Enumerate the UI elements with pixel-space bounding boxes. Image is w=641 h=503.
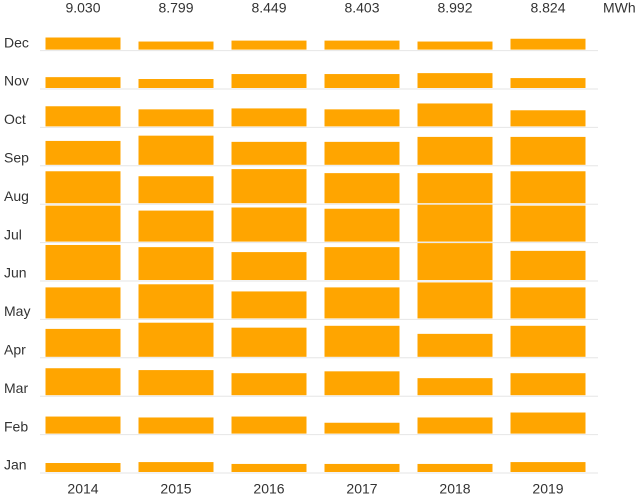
- month-label: Jun: [4, 265, 27, 281]
- bar: [324, 325, 400, 357]
- bar: [231, 207, 307, 242]
- total-label: 8.992: [437, 0, 472, 16]
- month-label: Mar: [4, 380, 28, 396]
- bar: [417, 136, 493, 165]
- bar: [417, 73, 493, 88]
- month-label: Aug: [4, 188, 29, 204]
- month-label: Apr: [4, 342, 26, 358]
- bar: [231, 252, 307, 280]
- bar: [45, 463, 121, 472]
- total-label: 8.403: [344, 0, 379, 16]
- bar: [417, 282, 493, 319]
- bar: [138, 370, 214, 396]
- year-label: 2017: [346, 481, 377, 497]
- bar: [231, 327, 307, 357]
- bar: [45, 140, 121, 165]
- bar: [417, 243, 493, 280]
- month-label: Jan: [4, 457, 27, 473]
- bar: [45, 244, 121, 280]
- month-label: Oct: [4, 111, 26, 127]
- bar: [138, 210, 214, 242]
- bar: [138, 176, 214, 204]
- bar: [510, 171, 586, 204]
- bar: [231, 291, 307, 319]
- bar: [417, 463, 493, 472]
- bar: [138, 247, 214, 280]
- bar: [138, 462, 214, 472]
- year-label: 2018: [439, 481, 470, 497]
- month-label: Jul: [4, 226, 22, 242]
- bar: [510, 412, 586, 434]
- bar: [138, 135, 214, 165]
- bar: [231, 141, 307, 165]
- year-label: 2019: [532, 481, 563, 497]
- bar: [510, 110, 586, 127]
- total-label: 8.799: [158, 0, 193, 16]
- bar: [231, 373, 307, 396]
- bar: [510, 287, 586, 319]
- bar: [45, 368, 121, 396]
- month-label: Sep: [4, 150, 29, 166]
- bar: [510, 136, 586, 165]
- bar: [231, 40, 307, 50]
- bar: [324, 173, 400, 204]
- bar: [324, 371, 400, 396]
- month-label: May: [4, 303, 30, 319]
- bar: [45, 171, 121, 204]
- bar: [231, 463, 307, 472]
- bar: [417, 378, 493, 396]
- bar: [324, 40, 400, 50]
- total-label: 9.030: [65, 0, 100, 16]
- month-label: Dec: [4, 34, 29, 50]
- bar: [231, 169, 307, 204]
- bar: [324, 109, 400, 127]
- bar: [510, 462, 586, 472]
- bar: [510, 250, 586, 280]
- bar: [45, 328, 121, 357]
- bar: [510, 205, 586, 242]
- bar: [324, 208, 400, 242]
- total-label: 8.449: [251, 0, 286, 16]
- bar: [138, 109, 214, 127]
- bar: [138, 322, 214, 357]
- bar: [324, 247, 400, 280]
- bar: [45, 287, 121, 319]
- year-label: 2015: [160, 481, 191, 497]
- bar: [231, 108, 307, 127]
- bar: [231, 74, 307, 88]
- bar: [417, 41, 493, 50]
- bar: [417, 173, 493, 204]
- unit-label: MWh: [603, 0, 636, 16]
- bar: [45, 77, 121, 88]
- year-label: 2014: [67, 481, 98, 497]
- bar: [510, 373, 586, 396]
- bar: [417, 103, 493, 127]
- bar: [324, 463, 400, 472]
- bar: [45, 205, 121, 242]
- bar: [324, 422, 400, 434]
- bar: [138, 41, 214, 50]
- bar: [231, 416, 307, 434]
- bar: [417, 333, 493, 357]
- month-label: Feb: [4, 418, 28, 434]
- bar: [138, 79, 214, 88]
- bar: [45, 106, 121, 127]
- bar: [138, 284, 214, 319]
- bar: [417, 204, 493, 242]
- bar: [45, 416, 121, 434]
- total-label: 8.824: [530, 0, 565, 16]
- year-label: 2016: [253, 481, 284, 497]
- bar: [45, 37, 121, 50]
- bar: [510, 78, 586, 88]
- bar: [324, 74, 400, 88]
- bar: [417, 417, 493, 434]
- bar: [510, 325, 586, 357]
- bar: [138, 417, 214, 434]
- bar: [510, 38, 586, 50]
- bar: [324, 287, 400, 319]
- bar: [324, 141, 400, 165]
- month-label: Nov: [4, 73, 29, 89]
